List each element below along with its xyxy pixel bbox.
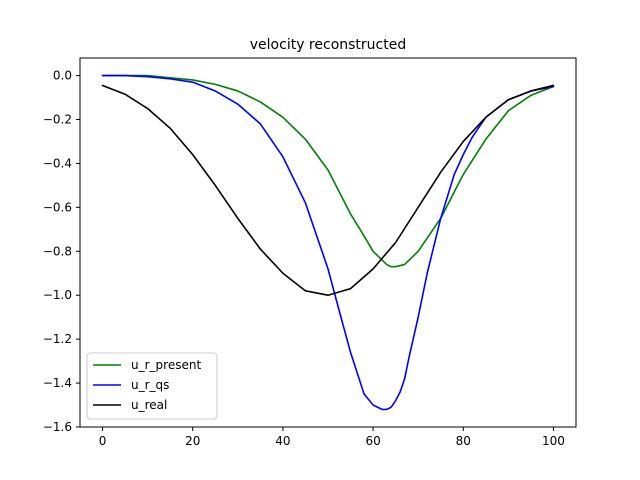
x-axis: 0 20 40 60 80 100 — [99, 427, 565, 448]
y-tick-label: −1.2 — [43, 332, 72, 346]
chart-title: velocity reconstructed — [250, 37, 406, 53]
series-layer — [101, 74, 555, 411]
y-tick-label: −0.8 — [43, 244, 72, 258]
series-line-u-real — [101, 84, 555, 297]
legend-label: u_r_present — [131, 358, 201, 372]
series-line-u-r-qs — [101, 74, 555, 411]
y-axis: 0.0 −0.2 −0.4 −0.6 −0.8 −1.0 −1.2 −1.4 −1.6 — [43, 69, 80, 434]
x-tick-label: 20 — [185, 434, 200, 448]
y-tick-label: −1.0 — [43, 288, 72, 302]
plot-frame — [79, 57, 577, 428]
y-tick-label: −0.4 — [43, 156, 72, 170]
y-tick-label: −0.6 — [43, 200, 72, 214]
x-tick-label: 40 — [275, 434, 290, 448]
x-tick-label: 80 — [456, 434, 471, 448]
y-tick-label: −0.2 — [43, 113, 72, 127]
legend-box — [86, 352, 218, 420]
series-line-u-r-present — [101, 74, 555, 268]
x-tick-label: 60 — [365, 434, 380, 448]
y-tick-label: 0.0 — [53, 69, 72, 83]
x-tick-label: 100 — [542, 434, 565, 448]
legend-label: u_real — [131, 398, 167, 412]
y-tick-label: −1.4 — [43, 376, 72, 390]
y-tick-label: −1.6 — [43, 420, 72, 434]
legend: u_r_present u_r_qs u_real — [86, 352, 218, 420]
x-tick-label: 0 — [99, 434, 107, 448]
legend-label: u_r_qs — [131, 378, 169, 392]
